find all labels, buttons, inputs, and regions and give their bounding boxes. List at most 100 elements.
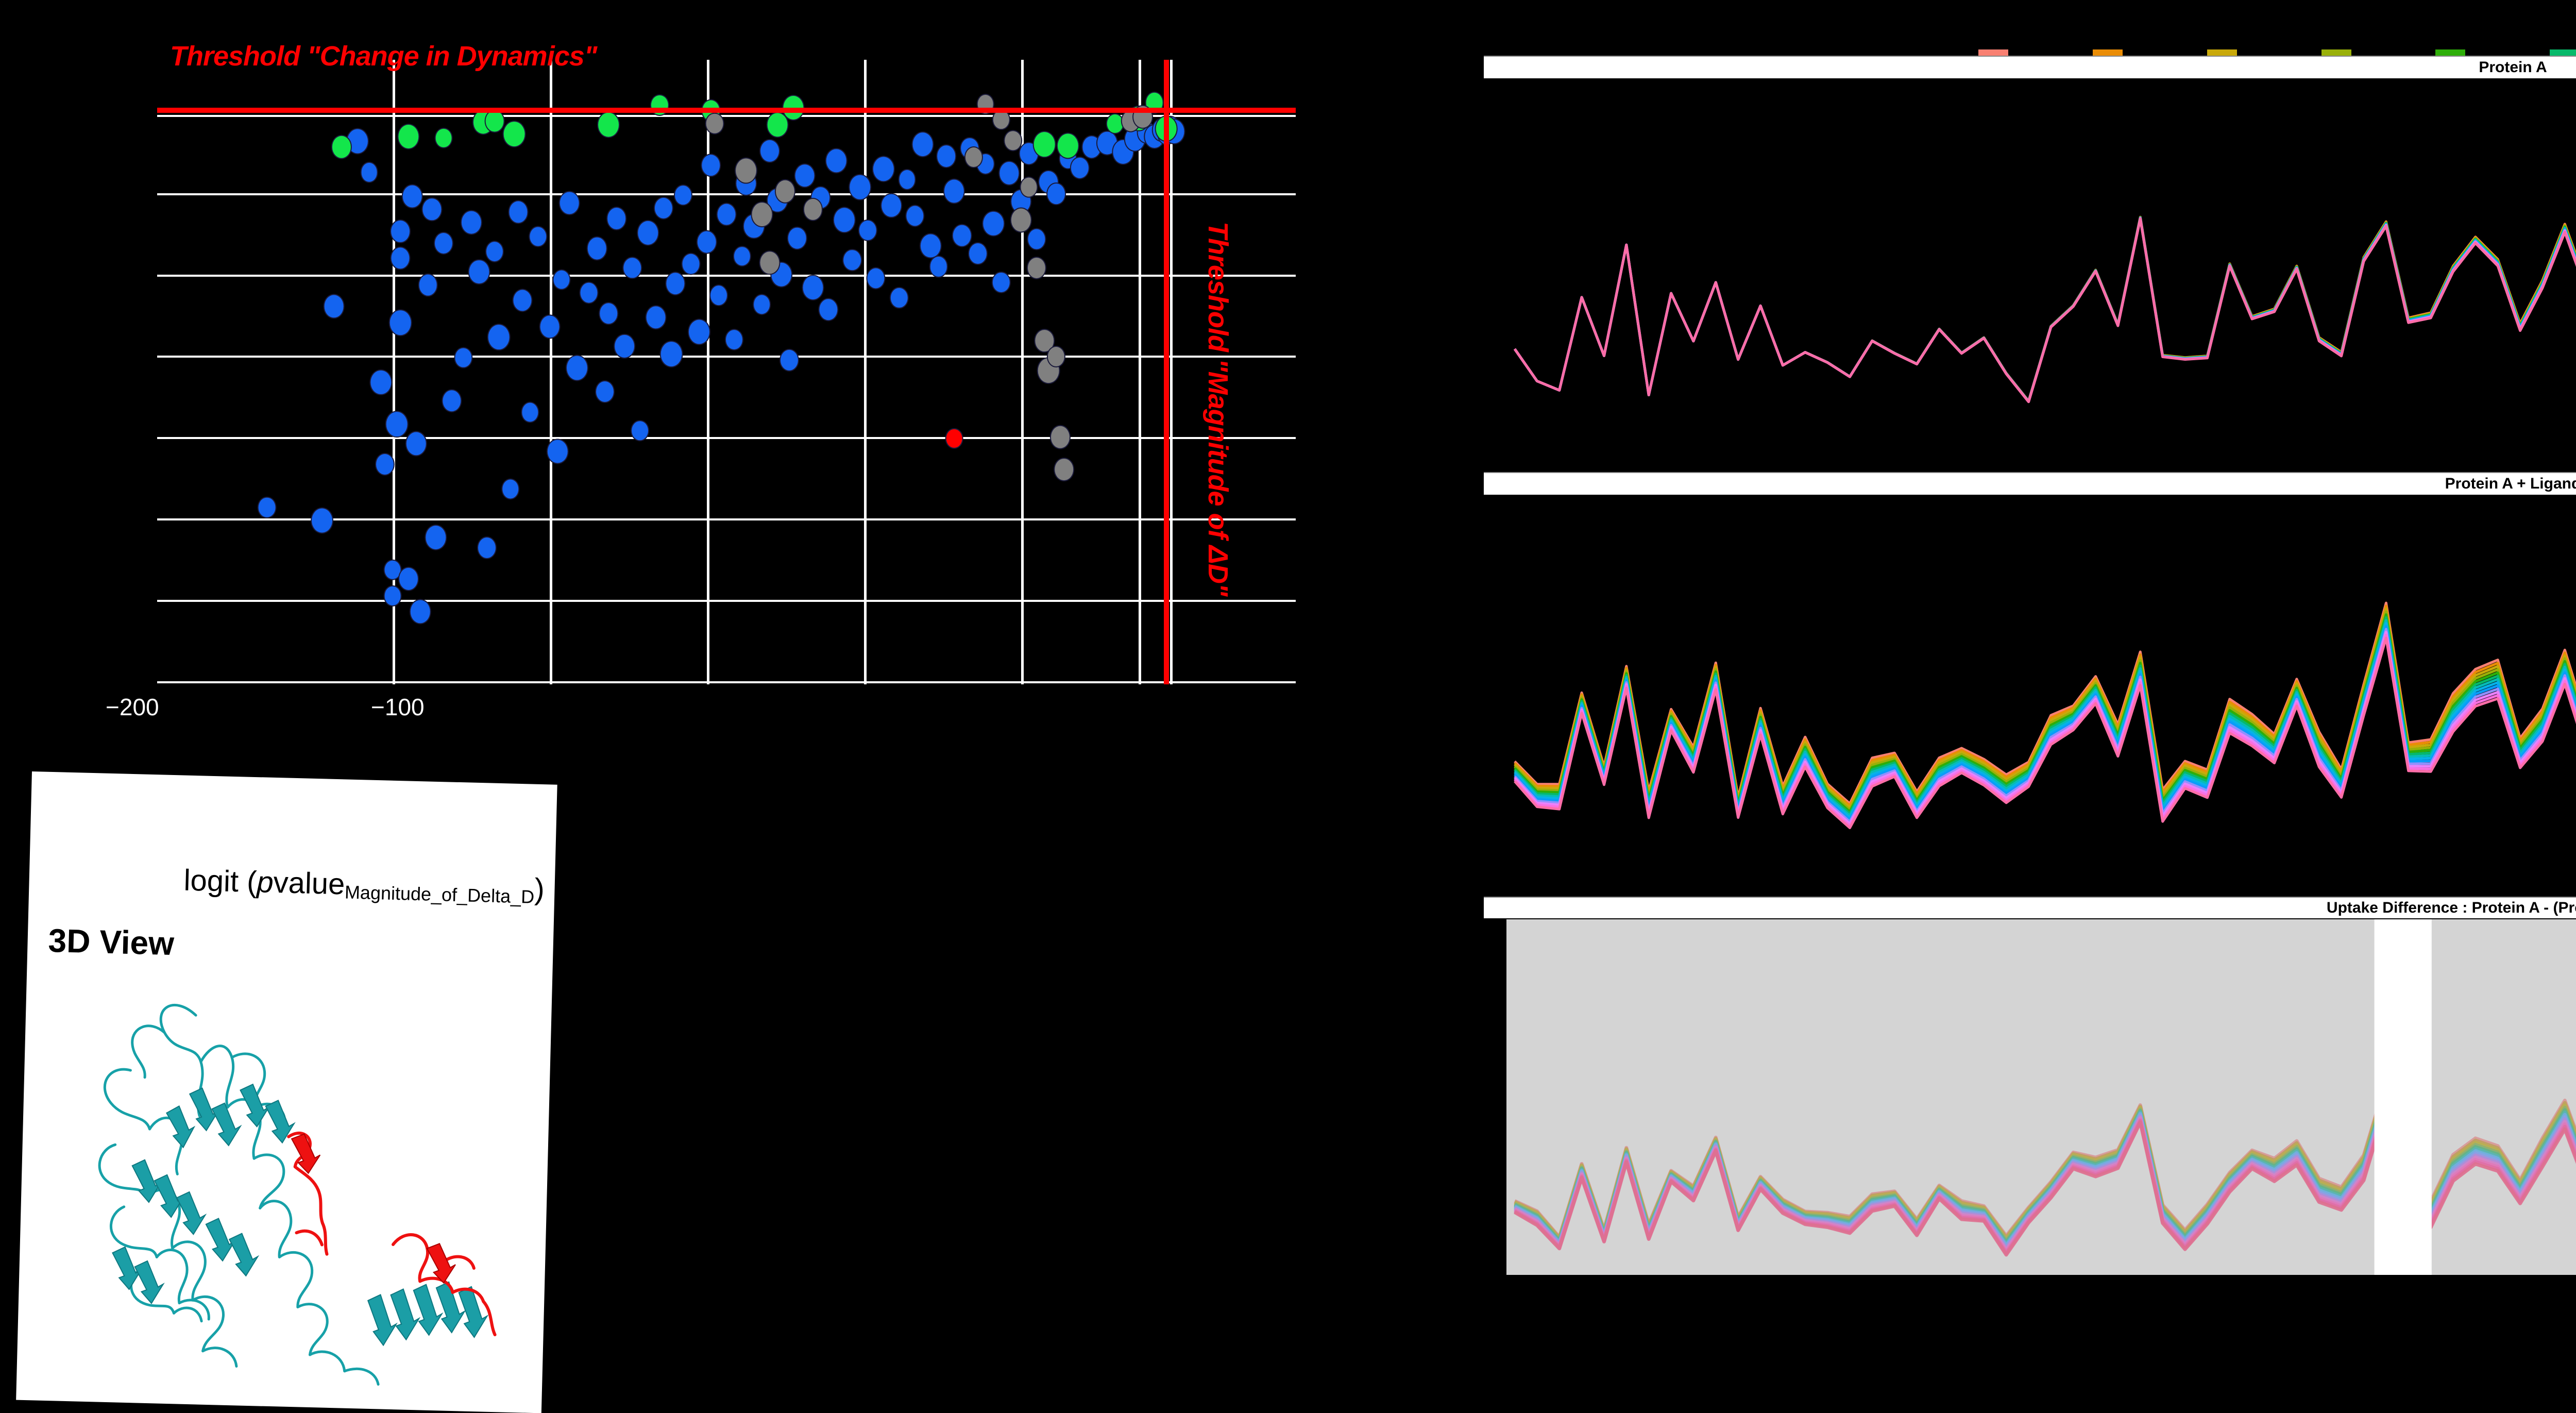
volcano-point-below-threshold[interactable] [866, 267, 886, 290]
volcano-point-below-threshold[interactable] [911, 131, 934, 158]
volcano-point-below-threshold[interactable] [936, 144, 957, 168]
volcano-point-below-threshold[interactable] [425, 524, 447, 550]
volcano-point-below-threshold[interactable] [405, 431, 428, 457]
volcano-point-below-threshold[interactable] [390, 220, 411, 244]
volcano-point-below-threshold[interactable] [402, 184, 423, 209]
volcano-point-no-significance[interactable] [705, 112, 724, 134]
volcano-point-below-threshold[interactable] [968, 242, 988, 265]
volcano-point-below-threshold[interactable] [905, 205, 925, 227]
volcano-point-below-threshold[interactable] [890, 287, 909, 309]
volcano-point-below-threshold[interactable] [622, 257, 642, 279]
chart-canvas-protein-a[interactable] [1484, 78, 2576, 439]
volcano-point-above-dynamics-threshold[interactable] [484, 109, 505, 133]
volcano-point-below-threshold[interactable] [1070, 156, 1090, 179]
volcano-point-below-threshold[interactable] [725, 328, 744, 350]
volcano-point-above-dynamics-threshold[interactable] [434, 127, 453, 148]
volcano-point-below-threshold[interactable] [674, 184, 693, 206]
volcano-point-below-threshold[interactable] [920, 233, 942, 259]
volcano-plot-area[interactable] [157, 60, 1296, 684]
volcano-point-below-threshold[interactable] [441, 389, 462, 413]
volcano-point-below-threshold[interactable] [566, 355, 589, 381]
uptake-traces-protein-a[interactable] [1484, 78, 2576, 439]
volcano-point-no-significance[interactable] [1004, 129, 1023, 152]
volcano-point-above-dynamics-threshold[interactable] [1032, 131, 1056, 158]
volcano-point-below-threshold[interactable] [599, 302, 619, 325]
uptake-trace-timepoint-3[interactable] [1513, 216, 2576, 402]
volcano-point-below-threshold[interactable] [258, 496, 277, 518]
volcano-point-below-threshold[interactable] [700, 153, 721, 177]
uptake-trace-timepoint-10[interactable] [1513, 216, 2576, 403]
volcano-point-below-threshold[interactable] [687, 318, 710, 345]
volcano-point-below-threshold[interactable] [383, 585, 402, 607]
uptake-trace-timepoint-1[interactable] [1514, 601, 2576, 805]
volcano-point-below-threshold[interactable] [659, 340, 683, 367]
volcano-point-above-dynamics-threshold[interactable] [766, 112, 789, 138]
volcano-point-below-threshold[interactable] [485, 241, 504, 263]
volcano-point-below-threshold[interactable] [898, 169, 916, 190]
volcano-point-below-threshold[interactable] [398, 567, 419, 591]
uptake-trace-timepoint-1[interactable] [1513, 211, 2576, 402]
volcano-point-below-threshold[interactable] [421, 197, 443, 222]
volcano-point-below-threshold[interactable] [952, 224, 972, 247]
three-d-view-overlay-panel[interactable]: logit (pvalueMagnitude_of_Delta_D) 3D Vi… [16, 771, 557, 1413]
volcano-point-below-threshold[interactable] [982, 210, 1005, 237]
protein-structure-cartoon[interactable] [32, 963, 537, 1403]
volcano-point-below-threshold[interactable] [645, 305, 667, 330]
volcano-point-negative-outlier[interactable] [945, 428, 963, 449]
volcano-point-below-threshold[interactable] [552, 269, 571, 291]
uptake-trace-timepoint-13[interactable] [1513, 217, 2576, 403]
volcano-point-below-threshold[interactable] [818, 298, 839, 322]
volcano-point-no-significance[interactable] [1047, 345, 1066, 367]
uptake-chart-difference[interactable]: Uptake Difference : Protein A - (Protein… [1484, 897, 2576, 1280]
volcano-point-below-threshold[interactable] [606, 207, 627, 230]
volcano-point-below-threshold[interactable] [833, 206, 856, 233]
volcano-point-above-dynamics-threshold[interactable] [503, 120, 526, 147]
volcano-point-below-threshold[interactable] [759, 139, 780, 163]
volcano-point-below-threshold[interactable] [389, 309, 412, 336]
volcano-point-below-threshold[interactable] [385, 411, 409, 438]
volcano-point-below-threshold[interactable] [802, 274, 824, 300]
volcano-point-below-threshold[interactable] [521, 401, 539, 423]
volcano-point-below-threshold[interactable] [360, 162, 378, 183]
uptake-traces-difference[interactable] [1484, 919, 2576, 1280]
uptake-trace-timepoint-13[interactable] [1514, 636, 2576, 829]
volcano-point-below-threshold[interactable] [787, 226, 807, 250]
volcano-point-below-threshold[interactable] [716, 203, 737, 226]
volcano-point-below-threshold[interactable] [323, 294, 345, 319]
volcano-point-below-threshold[interactable] [501, 478, 520, 500]
volcano-point-below-threshold[interactable] [508, 200, 529, 224]
volcano-point-below-threshold[interactable] [929, 256, 948, 278]
volcano-point-below-threshold[interactable] [849, 174, 871, 200]
uptake-traces-protein-a-ligand[interactable] [1484, 495, 2576, 855]
volcano-point-below-threshold[interactable] [539, 314, 561, 339]
uptake-chart-protein-a-ligand[interactable]: Protein A + Ligand [1484, 472, 2576, 855]
volcano-point-below-threshold[interactable] [477, 536, 497, 559]
volcano-point-below-threshold[interactable] [842, 249, 862, 272]
volcano-point-below-threshold[interactable] [487, 323, 511, 350]
volcano-point-below-threshold[interactable] [733, 246, 751, 267]
volcano-point-below-threshold[interactable] [794, 163, 816, 188]
volcano-point-below-threshold[interactable] [1027, 228, 1046, 250]
volcano-point-no-significance[interactable] [759, 250, 781, 275]
volcano-point-above-dynamics-threshold[interactable] [397, 123, 420, 150]
volcano-point-below-threshold[interactable] [880, 193, 902, 218]
volcano-point-below-threshold[interactable] [1046, 182, 1066, 205]
uptake-trace-timepoint-3[interactable] [1514, 607, 2576, 809]
uptake-chart-protein-a[interactable]: Protein A [1484, 56, 2576, 439]
volcano-point-below-threshold[interactable] [858, 219, 877, 241]
volcano-point-no-significance[interactable] [751, 201, 773, 228]
volcano-point-no-significance[interactable] [964, 146, 984, 169]
uptake-trace-timepoint-8[interactable] [1513, 216, 2576, 403]
volcano-point-no-significance[interactable] [1010, 207, 1032, 233]
volcano-point-below-threshold[interactable] [460, 210, 482, 236]
volcano-point-below-threshold[interactable] [418, 273, 438, 297]
volcano-point-below-threshold[interactable] [586, 236, 607, 261]
volcano-point-no-significance[interactable] [775, 179, 796, 204]
volcano-point-below-threshold[interactable] [434, 231, 454, 255]
volcano-point-below-threshold[interactable] [653, 196, 674, 220]
volcano-point-below-threshold[interactable] [547, 439, 569, 464]
uptake-trace-timepoint-9[interactable] [1513, 216, 2576, 403]
uptake-trace-timepoint-13[interactable] [1514, 1103, 2576, 1257]
volcano-point-below-threshold[interactable] [665, 272, 686, 296]
volcano-point-above-dynamics-threshold[interactable] [597, 111, 620, 138]
